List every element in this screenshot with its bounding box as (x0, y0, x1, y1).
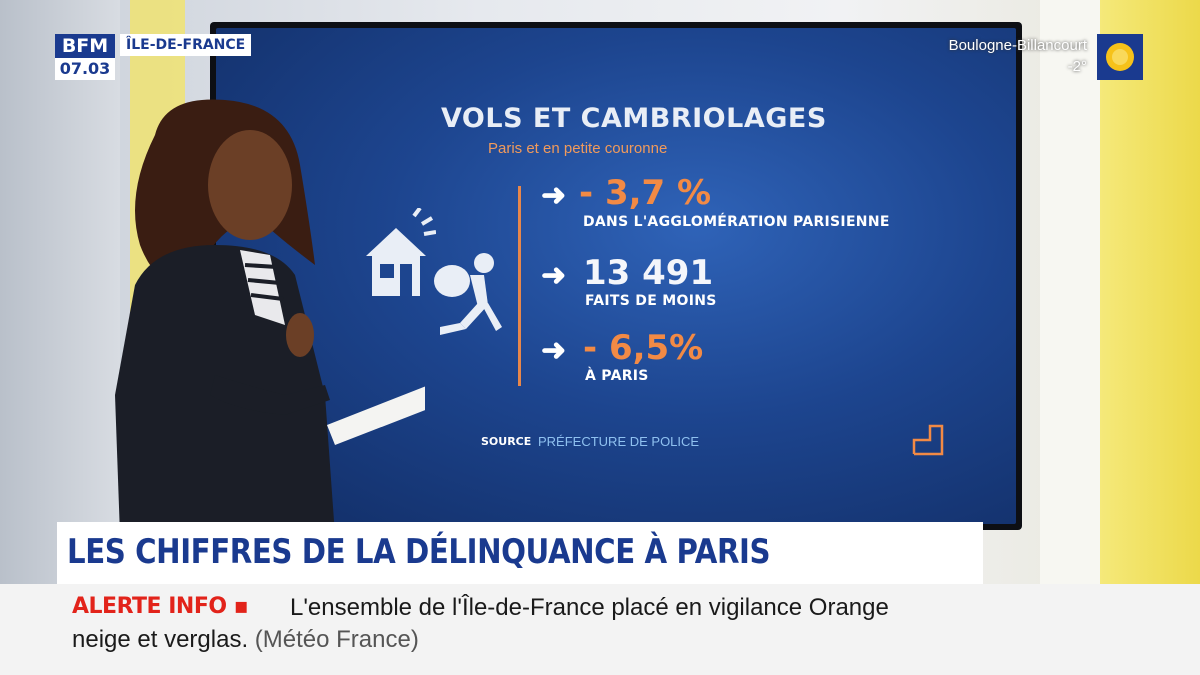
infographic-subtitle: Paris et en petite couronne (488, 140, 668, 157)
stats-divider (518, 186, 521, 386)
channel-logo-text: BFM (55, 34, 115, 58)
presenter (115, 99, 425, 535)
clock-time: 07.03 (55, 58, 115, 80)
stat-caption-paris: À PARIS (585, 368, 649, 384)
ticker-label-text: ALERTE INFO (72, 594, 227, 619)
infographic-title: VOLS ET CAMBRIOLAGES (441, 103, 827, 134)
source-value: PRÉFECTURE DE POLICE (538, 434, 700, 449)
stat-value-paris: - 6,5% (583, 328, 704, 368)
ticker-source: (Météo France) (254, 626, 419, 653)
infographic-panel: VOLS ET CAMBRIOLAGES Paris et en petite … (216, 28, 1016, 524)
source-label: SOURCE (481, 435, 532, 448)
arrow-right-icon: ➜ (541, 179, 567, 212)
house-icon (366, 208, 436, 296)
headline-banner: LES CHIFFRES DE LA DÉLINQUANCE À PARIS (57, 522, 983, 584)
news-ticker: ALERTE INFO ▪ L'ensemble de l'Île-de-Fra… (0, 584, 1200, 675)
ticker-line-2-text: neige et verglas. (72, 626, 249, 653)
weather-temperature: -2° (1067, 58, 1087, 75)
ticker-line-1: L'ensemble de l'Île-de-France placé en v… (290, 594, 889, 621)
studio-white-panel-right (1040, 0, 1100, 590)
stat-value-faits: 13 491 (583, 253, 714, 293)
stat-caption-faits: FAITS DE MOINS (585, 293, 717, 309)
arrow-right-icon: ➜ (541, 259, 567, 292)
burglar-running-icon (434, 253, 502, 335)
ticker-line-2: neige et verglas. (Météo France) (72, 626, 419, 654)
headline-text: LES CHIFFRES DE LA DÉLINQUANCE À PARIS (67, 532, 771, 572)
weather-city: Boulogne-Billancourt (948, 37, 1087, 54)
sun-icon (1097, 34, 1143, 80)
studio-display-screen: VOLS ET CAMBRIOLAGES Paris et en petite … (210, 22, 1022, 530)
arrow-right-icon: ➜ (541, 334, 567, 367)
studio-yellow-panel-right (1100, 0, 1200, 590)
region-tag: ÎLE-DE-FRANCE (120, 34, 252, 56)
corner-logo-icon (912, 424, 944, 456)
stat-caption-agglomeration: DANS L'AGGLOMÉRATION PARISIENNE (583, 214, 890, 230)
stat-value-agglomeration: - 3,7 % (579, 173, 712, 213)
ticker-label: ALERTE INFO ▪ (72, 594, 249, 619)
channel-logo: BFM 07.03 (55, 34, 115, 82)
